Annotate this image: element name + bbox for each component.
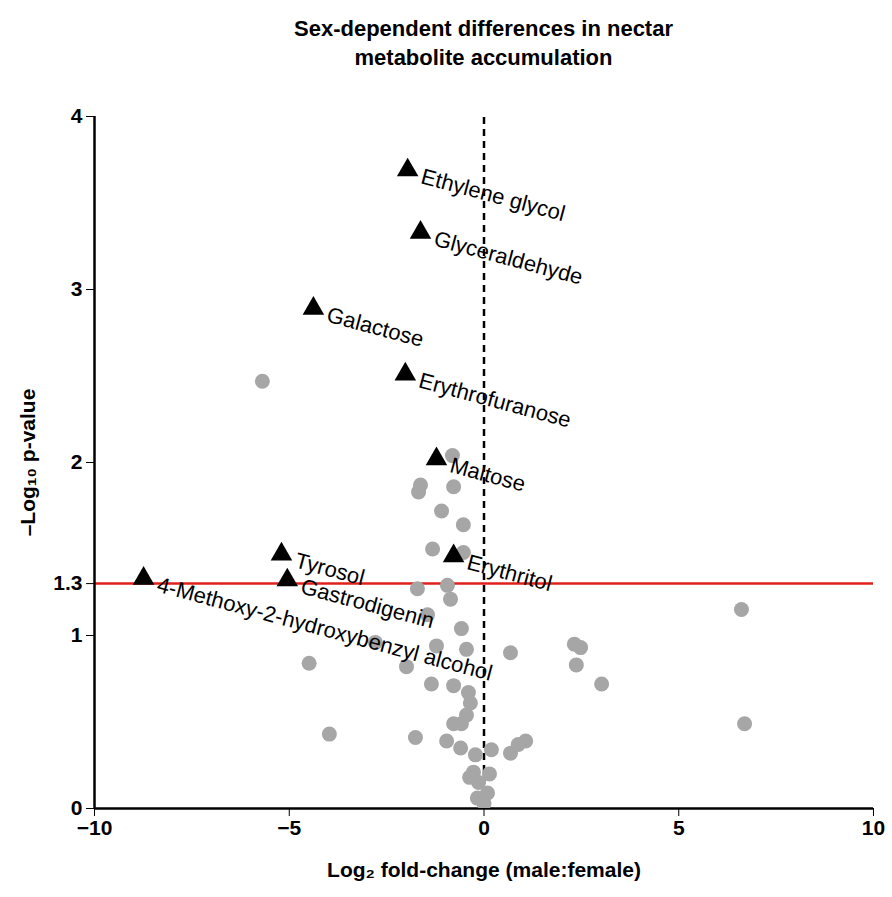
svg-text:10: 10 <box>862 816 885 839</box>
svg-text:Erythritol: Erythritol <box>465 549 555 596</box>
svg-text:Ethylene glycol: Ethylene glycol <box>419 164 568 226</box>
svg-text:Glyceraldehyde: Glyceraldehyde <box>431 226 585 290</box>
html-text:Sex-dependent differences in n: Sex-dependent differences in nectar meta… <box>294 16 673 70</box>
svg-text:0: 0 <box>478 816 490 839</box>
svg-text:2: 2 <box>71 450 83 473</box>
svg-text:0: 0 <box>71 796 83 819</box>
svg-text:Tyrosol: Tyrosol <box>292 547 368 591</box>
svg-text:−5: −5 <box>277 816 301 839</box>
svg-text:–Log₁₀ p-value: –Log₁₀ p-value <box>16 389 39 537</box>
svg-text:3: 3 <box>71 277 83 300</box>
svg-text:5: 5 <box>673 816 685 839</box>
svg-text:Galactose: Galactose <box>324 302 426 352</box>
svg-text:−10: −10 <box>77 816 113 839</box>
svg-text:1: 1 <box>71 623 83 646</box>
svg-text:4: 4 <box>71 104 83 127</box>
svg-text:Erythrofuranose: Erythrofuranose <box>416 368 574 433</box>
svg-text:Maltose: Maltose <box>447 453 528 497</box>
svg-text:Gastrodigenin: Gastrodigenin <box>298 573 437 634</box>
svg-text:1.3: 1.3 <box>53 571 82 594</box>
svg-text:4-Methoxy-2-hydroxybenzyl alco: 4-Methoxy-2-hydroxybenzyl alcohol <box>154 572 495 686</box>
svg-text:Log₂ fold-change (male:female): Log₂ fold-change (male:female) <box>327 858 641 881</box>
